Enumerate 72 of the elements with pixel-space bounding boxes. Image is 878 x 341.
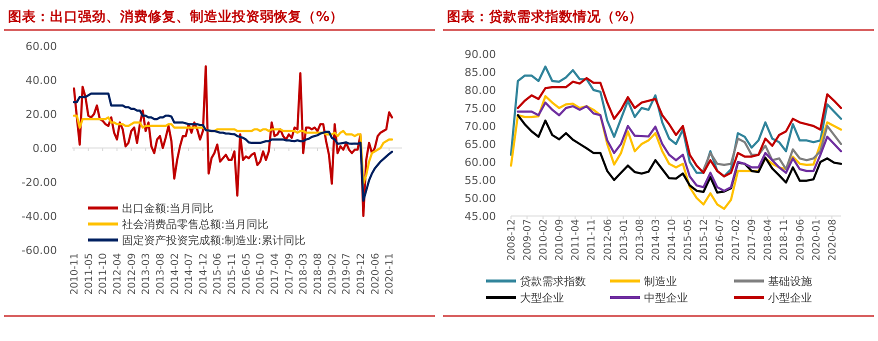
y-tick-label: -60.00 xyxy=(22,244,57,257)
x-tick-label: 2011-10 xyxy=(98,253,110,295)
x-tick-label: 2008-12 xyxy=(506,219,518,261)
legend-label: 中型企业 xyxy=(644,292,688,304)
legend-label: 大型企业 xyxy=(520,292,564,304)
x-tick-label: 2009-07 xyxy=(522,219,534,261)
x-tick-label: 2017-04 xyxy=(270,253,282,295)
x-tick-label: 2012-09 xyxy=(126,253,138,295)
legend-label: 社会消费品零售总额:当月同比 xyxy=(122,218,269,231)
legend-label: 小型企业 xyxy=(768,292,812,304)
legend-label: 固定资产投资完成额:制造业:累计同比 xyxy=(122,234,306,247)
y-tick-label: -20.00 xyxy=(22,176,57,189)
y-tick-label: 80.00 xyxy=(464,84,496,97)
x-tick-label: 2018-11 xyxy=(779,219,790,261)
x-tick-label: 2015-12 xyxy=(699,219,710,261)
x-tick-label: 2010-02 xyxy=(538,219,550,261)
x-tick-label: 2017-09 xyxy=(747,219,758,261)
x-tick-label: 2014-12 xyxy=(198,253,210,295)
legend-label: 基础设施 xyxy=(768,275,812,288)
y-tick-label: 50.00 xyxy=(464,192,496,205)
x-tick-label: 2018-08 xyxy=(313,253,324,295)
x-tick-label: 2020-06 xyxy=(370,253,382,295)
x-tick-label: 2019-06 xyxy=(795,219,806,261)
x-tick-label: 2010-11 xyxy=(70,253,80,295)
x-tick-label: 2012-06 xyxy=(602,219,614,261)
y-tick-label: 85.00 xyxy=(464,66,496,79)
x-tick-label: 2014-02 xyxy=(170,253,181,295)
x-tick-label: 2015-11 xyxy=(227,253,238,295)
y-tick-label: 55.00 xyxy=(464,174,496,187)
x-tick-label: 2012-04 xyxy=(112,253,124,295)
y-tick-label: 90.00 xyxy=(464,48,496,61)
x-tick-label: 2013-08 xyxy=(155,253,166,295)
x-tick-label: 2016-05 xyxy=(241,253,252,295)
x-tick-label: 2016-07 xyxy=(715,219,726,261)
x-tick-label: 2017-02 xyxy=(731,219,742,261)
x-tick-label: 2014-10 xyxy=(666,219,678,261)
x-tick-label: 2019-02 xyxy=(327,253,338,295)
y-tick-label: 60.00 xyxy=(464,156,496,169)
x-tick-label: 2014-03 xyxy=(650,219,662,261)
x-tick-label: 2011-11 xyxy=(586,219,598,261)
x-tick-label: 2018-04 xyxy=(763,219,774,261)
x-tick-label: 2017-09 xyxy=(284,253,296,295)
y-tick-label: 20.00 xyxy=(26,108,57,121)
x-tick-label: 2019-07 xyxy=(342,253,353,295)
x-tick-label: 2016-10 xyxy=(256,253,267,295)
legend-label: 贷款需求指数 xyxy=(520,275,586,288)
y-tick-label: 65.00 xyxy=(464,138,496,151)
y-tick-label: -40.00 xyxy=(22,210,57,223)
chart-title: 图表：贷款需求指数情况（%） xyxy=(447,8,643,25)
x-tick-label: 2015-06 xyxy=(212,253,224,295)
x-tick-label: 2020-08 xyxy=(827,219,838,261)
x-tick-label: 2020-11 xyxy=(384,253,396,295)
x-tick-label: 2020-01 xyxy=(811,219,822,261)
x-tick-label: 2013-01 xyxy=(618,219,630,261)
x-tick-label: 2013-08 xyxy=(634,219,646,261)
y-tick-label: 75.00 xyxy=(464,102,496,115)
x-tick-label: 2015-05 xyxy=(682,219,694,261)
legend-label: 出口金额:当月同比 xyxy=(122,202,214,215)
x-tick-label: 2019-12 xyxy=(356,253,367,295)
x-tick-label: 2011-04 xyxy=(570,219,582,261)
y-tick-label: 60.00 xyxy=(26,40,57,53)
y-tick-label: 40.00 xyxy=(26,74,57,87)
x-tick-label: 2010-09 xyxy=(554,219,566,261)
legend-label: 制造业 xyxy=(644,275,677,288)
x-tick-label: 2018-03 xyxy=(298,253,310,295)
y-tick-label: 45.00 xyxy=(464,210,496,223)
x-tick-label: 2011-05 xyxy=(84,253,95,295)
x-tick-label: 2014-07 xyxy=(184,253,196,295)
y-tick-label: 70.00 xyxy=(464,120,496,133)
y-tick-label: 0.00 xyxy=(32,142,57,155)
chart-title: 图表：出口强劲、消费修复、制造业投资弱恢复（%） xyxy=(8,9,344,25)
x-tick-label: 2013-03 xyxy=(141,253,152,295)
